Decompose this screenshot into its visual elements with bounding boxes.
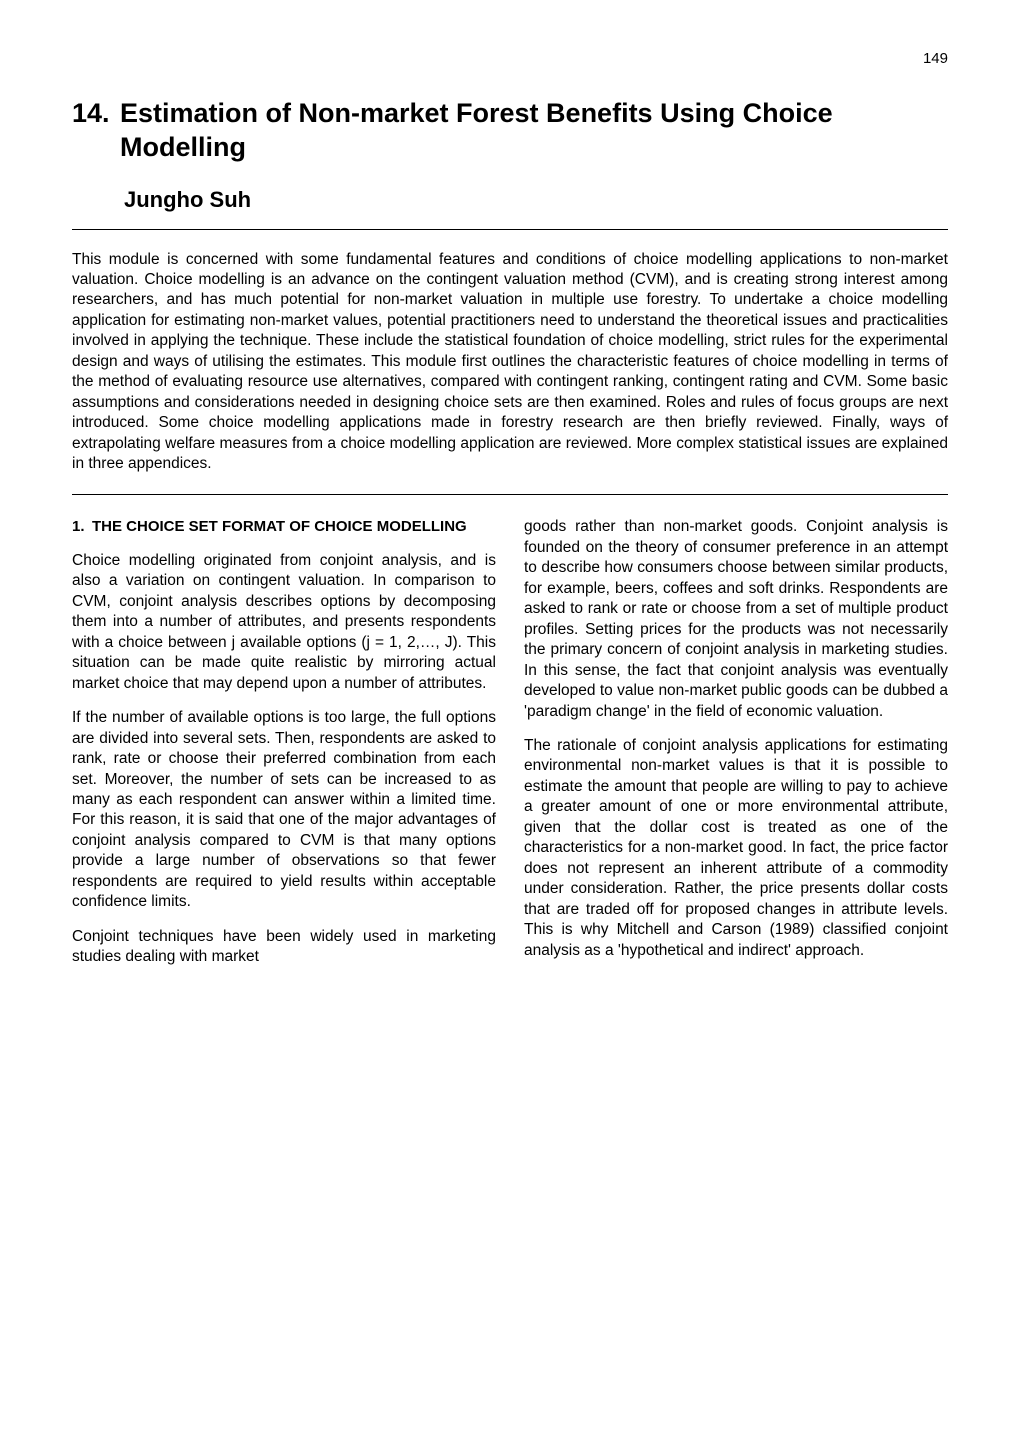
page-number: 149	[72, 50, 948, 67]
body-paragraph: If the number of available options is to…	[72, 708, 496, 913]
body-paragraph: Conjoint techniques have been widely use…	[72, 927, 496, 968]
chapter-number: 14.	[72, 97, 120, 131]
right-column: goods rather than non-market goods. Conj…	[524, 517, 948, 981]
bottom-rule	[72, 494, 948, 495]
section-heading: 1.THE CHOICE SET FORMAT OF CHOICE MODELL…	[72, 517, 496, 537]
chapter-title: 14.Estimation of Non-market Forest Benef…	[72, 97, 948, 165]
section-number: 1.	[72, 517, 92, 537]
top-rule	[72, 229, 948, 230]
body-paragraph: The rationale of conjoint analysis appli…	[524, 736, 948, 961]
chapter-title-text: Estimation of Non-market Forest Benefits…	[120, 97, 944, 165]
section-title: THE CHOICE SET FORMAT OF CHOICE MODELLIN…	[92, 517, 492, 537]
body-paragraph: goods rather than non-market goods. Conj…	[524, 517, 948, 722]
two-column-body: 1.THE CHOICE SET FORMAT OF CHOICE MODELL…	[72, 517, 948, 981]
body-paragraph: Choice modelling originated from conjoin…	[72, 551, 496, 694]
author-name: Jungho Suh	[124, 187, 948, 213]
abstract-paragraph: This module is concerned with some funda…	[72, 250, 948, 475]
left-column: 1.THE CHOICE SET FORMAT OF CHOICE MODELL…	[72, 517, 496, 981]
